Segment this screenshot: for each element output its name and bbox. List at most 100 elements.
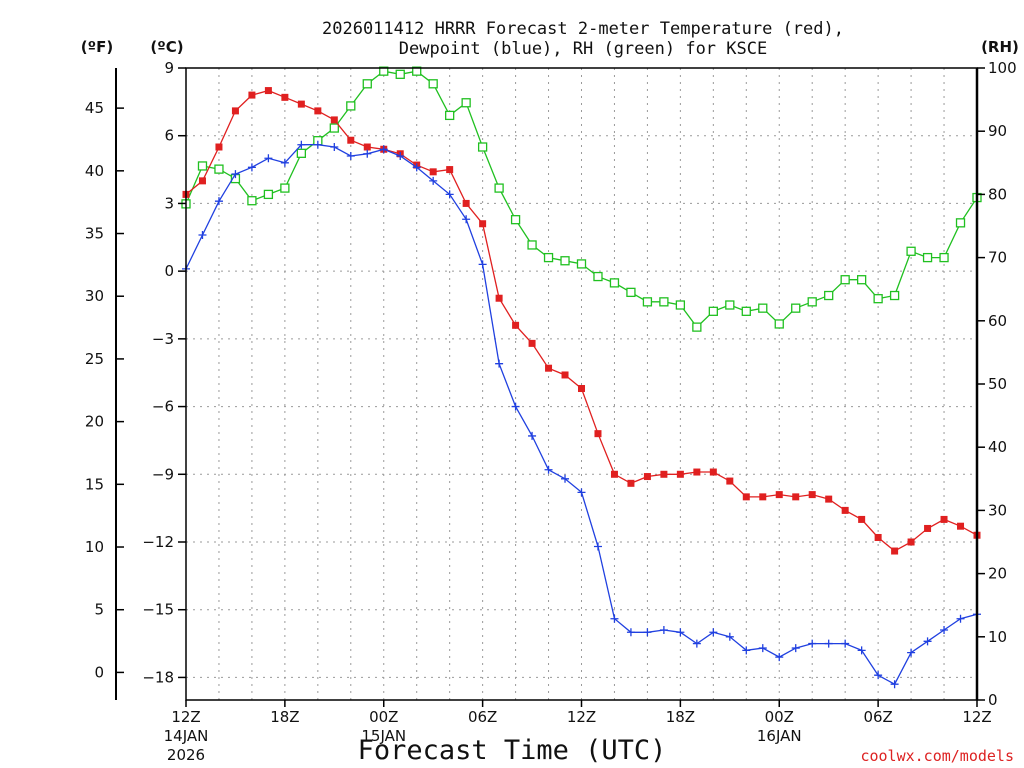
rh-point — [412, 66, 422, 76]
rh-point — [906, 246, 916, 256]
temperature-point — [940, 515, 948, 523]
dewpoint-point — [231, 170, 240, 179]
rh-point — [675, 300, 686, 310]
dewpoint-point — [610, 614, 619, 623]
rh-point — [214, 164, 224, 174]
temperature-point — [924, 524, 932, 532]
x-tick-label: 06Z — [863, 708, 892, 726]
rh-point — [379, 66, 389, 76]
temperature-point — [528, 339, 536, 347]
temperature-point — [660, 470, 668, 478]
x-tick-date-label: 15JAN — [361, 727, 406, 745]
rh-tick-label: 90 — [988, 122, 1007, 140]
x-tick-label: 00Z — [765, 708, 794, 726]
x-tick-label: 12Z — [171, 708, 200, 726]
rh-tick-label: 70 — [988, 249, 1007, 267]
dewpoint-point — [445, 190, 454, 199]
fahrenheit-tick-label: 15 — [85, 475, 104, 493]
temperature-point — [561, 371, 569, 379]
dewpoint-point — [626, 628, 635, 637]
x-tick-date-label: 14JAN — [164, 727, 209, 745]
temperature-point — [578, 385, 585, 393]
x-tick-year-label: 2026 — [167, 746, 205, 764]
celsius-tick-label: 3 — [164, 194, 174, 212]
rh-point — [527, 240, 537, 250]
rh-point — [543, 252, 554, 263]
dewpoint-point — [264, 154, 273, 163]
fahrenheit-tick-label: 5 — [94, 601, 104, 619]
rh-point — [725, 300, 735, 310]
dewpoint-point — [940, 626, 949, 635]
temperature-point — [231, 107, 239, 115]
dewpoint-point — [214, 197, 223, 206]
x-tick-date-label: 16JAN — [757, 727, 802, 745]
fahrenheit-unit-label: (ºF) — [81, 38, 113, 56]
temperature-point — [198, 177, 206, 185]
dewpoint-point — [907, 648, 916, 657]
dewpoint-point — [676, 628, 685, 637]
temperature-point — [742, 493, 750, 501]
temperature-point — [479, 220, 487, 228]
temperature-point — [643, 473, 651, 481]
temperature-point — [594, 430, 602, 438]
dewpoint-point — [923, 637, 932, 646]
temperature-point — [825, 495, 833, 503]
rh-point — [346, 101, 356, 111]
rh-point — [741, 306, 751, 316]
dewpoint-point — [659, 626, 668, 635]
dewpoint-point — [692, 639, 701, 648]
rh-line — [185, 70, 978, 329]
dewpoint-point — [725, 632, 734, 641]
temperature-point — [314, 107, 322, 115]
x-tick-label: 12Z — [567, 708, 596, 726]
rh-point — [329, 123, 339, 133]
rh-unit-label: (RH) — [981, 38, 1019, 56]
chart-title-line-2: Dewpoint (blue), RH (green) for KSCE — [399, 39, 767, 59]
rh-point — [247, 196, 257, 206]
dewpoint-point — [857, 646, 866, 655]
dewpoint-point — [396, 152, 405, 161]
rh-point — [362, 79, 372, 89]
x-tick-label: 12Z — [962, 708, 991, 726]
rh-tick-label: 10 — [988, 628, 1007, 646]
rh-point — [659, 297, 669, 307]
dewpoint-point — [643, 628, 652, 637]
temperature-point — [726, 477, 734, 485]
temperature-point — [248, 91, 256, 99]
x-tick-label: 06Z — [468, 708, 497, 726]
grid-lines — [186, 68, 977, 700]
temperature-point — [676, 470, 684, 478]
rh-tick-label: 40 — [988, 438, 1007, 456]
dewpoint-point — [297, 140, 306, 149]
temperature-point — [610, 470, 618, 478]
celsius-tick-label: 9 — [164, 59, 174, 77]
rh-point — [840, 275, 850, 285]
rh-point — [939, 252, 949, 263]
temperature-point — [495, 294, 503, 302]
credit-label: coolwx.com/models — [860, 747, 1014, 765]
rh-point — [856, 275, 867, 285]
temperature-point — [792, 493, 800, 501]
temperature-point — [693, 468, 701, 476]
rh-point — [922, 252, 933, 263]
rh-point — [955, 218, 966, 228]
celsius-tick-label: −12 — [142, 533, 174, 551]
dewpoint-point — [462, 215, 471, 224]
rh-point — [510, 215, 521, 225]
fahrenheit-tick-label: 40 — [85, 162, 104, 180]
dewpoint-point — [280, 158, 289, 167]
rh-tick-label: 60 — [988, 312, 1007, 330]
rh-tick-label: 0 — [988, 691, 998, 709]
dewpoint-point — [330, 143, 339, 151]
dewpoint-point — [198, 231, 207, 240]
rh-tick-label: 50 — [988, 375, 1007, 393]
rh-tick-label: 30 — [988, 501, 1007, 519]
dewpoint-point — [808, 639, 817, 648]
x-tick-label: 00Z — [369, 708, 398, 726]
celsius-tick-label: −9 — [152, 465, 174, 483]
dewpoint-point — [841, 639, 850, 648]
chart-title-line-1: 2026011412 HRRR Forecast 2-meter Tempera… — [322, 19, 844, 39]
axes: 9630−3−6−9−12−15−18454035302520151050100… — [85, 59, 1017, 764]
rh-point — [263, 189, 274, 200]
